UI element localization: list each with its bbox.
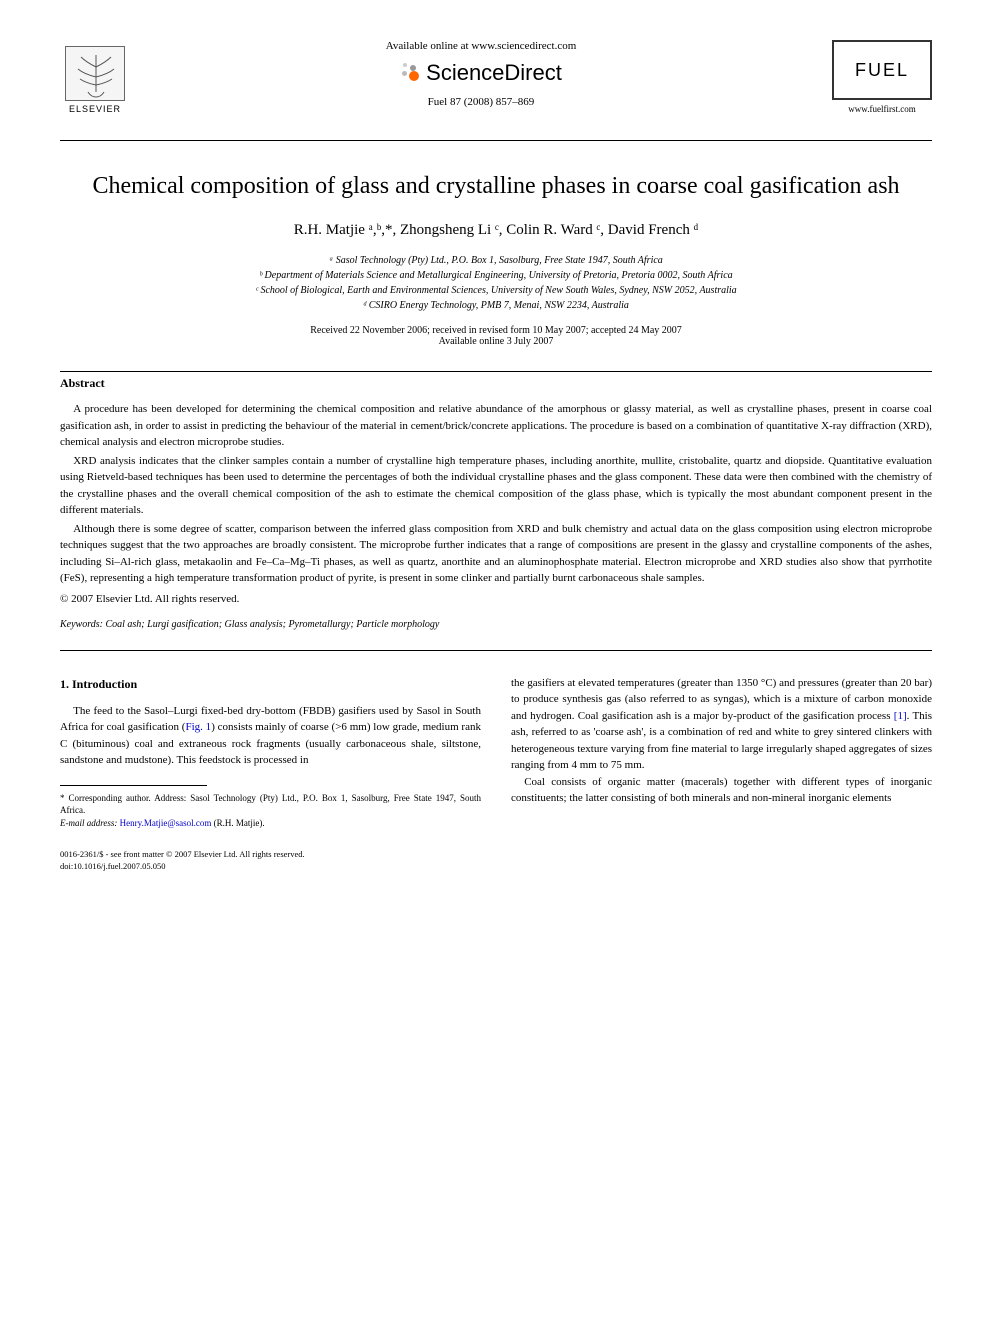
intro-right-p1: the gasifiers at elevated temperatures (… xyxy=(511,675,932,774)
email-address[interactable]: Henry.Matjie@sasol.com xyxy=(120,818,212,828)
dates-received: Received 22 November 2006; received in r… xyxy=(60,325,932,336)
elsevier-tree-icon xyxy=(65,46,125,101)
intro-left-p1: The feed to the Sasol–Lurgi fixed-bed dr… xyxy=(60,703,481,769)
affiliations: ᵃ Sasol Technology (Pty) Ltd., P.O. Box … xyxy=(60,253,932,313)
sciencedirect-brand: ScienceDirect xyxy=(130,60,832,86)
rule-top xyxy=(60,140,932,141)
authors: R.H. Matjie ᵃ,ᵇ,*, Zhongsheng Li ᶜ, Coli… xyxy=(60,222,932,239)
abstract-p1: A procedure has been developed for deter… xyxy=(60,401,932,451)
abstract-heading: Abstract xyxy=(60,376,932,391)
body-columns: 1. Introduction The feed to the Sasol–Lu… xyxy=(60,675,932,874)
dates-online: Available online 3 July 2007 xyxy=(60,336,932,347)
fuel-box: FUEL xyxy=(832,40,932,100)
rule-abstract-top xyxy=(60,371,932,372)
article-title: Chemical composition of glass and crysta… xyxy=(60,171,932,202)
abstract-body: A procedure has been developed for deter… xyxy=(60,401,932,605)
footer-line2: doi:10.1016/j.fuel.2007.05.050 xyxy=(60,861,481,873)
ref1-link[interactable]: [1] xyxy=(894,710,907,722)
keywords-label: Keywords: xyxy=(60,619,103,630)
rule-abstract-bottom xyxy=(60,650,932,651)
footer-line1: 0016-2361/$ - see front matter © 2007 El… xyxy=(60,849,481,861)
intro-right-p2: Coal consists of organic matter (maceral… xyxy=(511,774,932,807)
header-row: ELSEVIER Available online at www.science… xyxy=(60,40,932,120)
article-dates: Received 22 November 2006; received in r… xyxy=(60,325,932,347)
affiliation-c: ᶜ School of Biological, Earth and Enviro… xyxy=(60,283,932,298)
elsevier-label: ELSEVIER xyxy=(69,104,121,114)
sciencedirect-icon xyxy=(400,63,420,83)
sciencedirect-text: ScienceDirect xyxy=(426,60,562,86)
intro-right-p1-a: the gasifiers at elevated temperatures (… xyxy=(511,677,932,722)
intro-heading: 1. Introduction xyxy=(60,675,481,693)
fuel-url: www.fuelfirst.com xyxy=(832,104,932,114)
abstract-copyright: © 2007 Elsevier Ltd. All rights reserved… xyxy=(60,593,932,605)
keywords: Keywords: Coal ash; Lurgi gasification; … xyxy=(60,619,932,630)
abstract-p2: XRD analysis indicates that the clinker … xyxy=(60,453,932,519)
journal-reference: Fuel 87 (2008) 857–869 xyxy=(130,96,832,108)
fuel-logo: FUEL www.fuelfirst.com xyxy=(832,40,932,114)
corresponding-footnote: * Corresponding author. Address: Sasol T… xyxy=(60,792,481,830)
affiliation-a: ᵃ Sasol Technology (Pty) Ltd., P.O. Box … xyxy=(60,253,932,268)
abstract-p3: Although there is some degree of scatter… xyxy=(60,521,932,587)
corresponding-text: * Corresponding author. Address: Sasol T… xyxy=(60,792,481,817)
page-footer: 0016-2361/$ - see front matter © 2007 El… xyxy=(60,849,481,873)
keywords-text: Coal ash; Lurgi gasification; Glass anal… xyxy=(103,619,439,630)
email-tail: (R.H. Matjie). xyxy=(211,818,264,828)
right-column: the gasifiers at elevated temperatures (… xyxy=(511,675,932,874)
fuel-label: FUEL xyxy=(855,60,909,81)
email-label: E-mail address: xyxy=(60,818,117,828)
footnote-separator xyxy=(60,785,207,786)
fig1-link[interactable]: Fig. 1 xyxy=(185,721,211,733)
affiliation-d: ᵈ CSIRO Energy Technology, PMB 7, Menai,… xyxy=(60,298,932,313)
affiliation-b: ᵇ Department of Materials Science and Me… xyxy=(60,268,932,283)
center-header: Available online at www.sciencedirect.co… xyxy=(130,40,832,108)
email-line: E-mail address: Henry.Matjie@sasol.com (… xyxy=(60,817,481,830)
available-online-text: Available online at www.sciencedirect.co… xyxy=(130,40,832,52)
elsevier-logo: ELSEVIER xyxy=(60,40,130,120)
left-column: 1. Introduction The feed to the Sasol–Lu… xyxy=(60,675,481,874)
